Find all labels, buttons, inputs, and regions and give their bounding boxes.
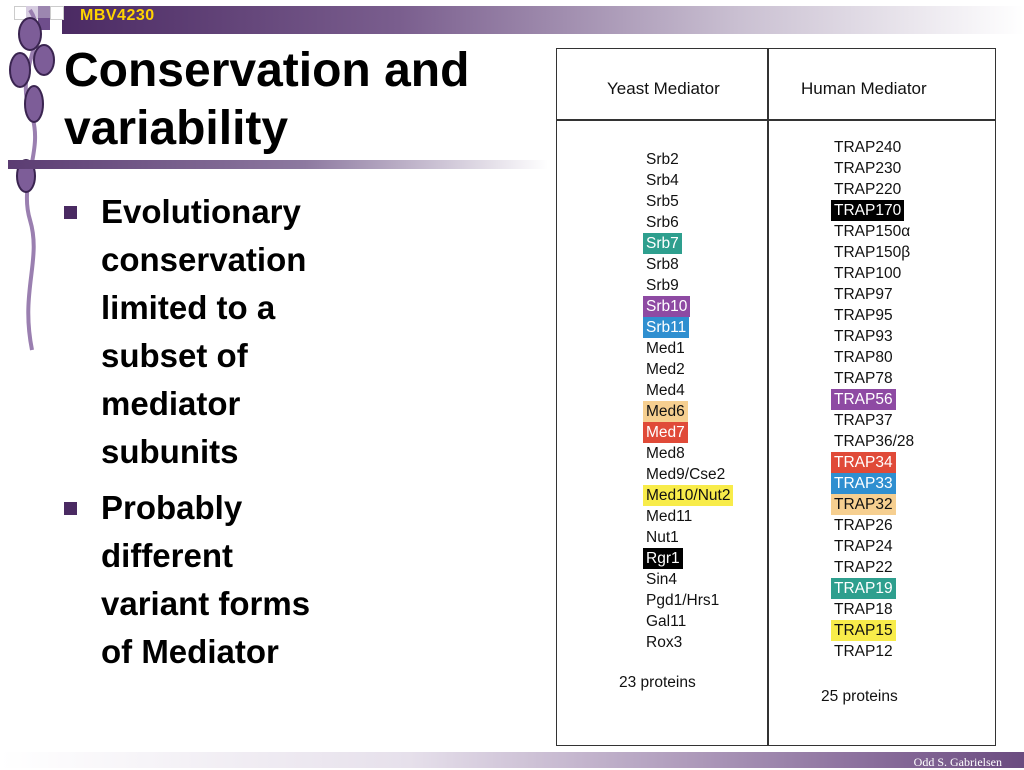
yeast-subunit: Pgd1/Hrs1 (646, 592, 720, 609)
human-subunit: TRAP93 (834, 328, 893, 345)
yeast-column: Srb2 Srb4 Srb5 Srb6 Srb7 Srb8 Srb9 Srb10 Srb11 Me… (643, 149, 734, 653)
vine-decoration (9, 8, 55, 351)
vine-leaf (33, 44, 55, 76)
yeast-subunit: Srb9 (646, 277, 679, 294)
footer-bar (0, 752, 1024, 768)
human-subunit: TRAP15 (831, 620, 896, 641)
yeast-subunit: Med9/Cse2 (646, 466, 726, 483)
vine-leaf (9, 52, 31, 88)
vine-leaf (18, 17, 42, 51)
bullet-square-icon (64, 502, 77, 515)
bullet-line: variant forms (101, 585, 311, 622)
human-subunit: TRAP24 (834, 538, 893, 555)
yeast-subunit: Srb11 (643, 317, 690, 338)
yeast-subunit: Med6 (643, 401, 688, 422)
mediator-table: Yeast Mediator Human Mediator Srb2 Srb4 Sr… (556, 48, 996, 746)
yeast-header: Yeast Mediator (607, 79, 720, 98)
yeast-subunit: Rgr1 (643, 548, 683, 569)
human-subunit: TRAP18 (834, 601, 893, 618)
bullet-item: Probably different variant forms of Medi… (62, 484, 392, 676)
human-subunit: TRAP150β (834, 244, 911, 261)
yeast-subunit: Srb6 (646, 214, 679, 231)
human-subunit: TRAP26 (834, 517, 893, 534)
decor-square (38, 6, 50, 18)
decor-square (38, 18, 50, 30)
human-subunit: TRAP240 (834, 139, 902, 156)
human-subunit: TRAP32 (831, 494, 896, 515)
yeast-subunit: Srb4 (646, 172, 679, 189)
human-subunit: TRAP33 (831, 473, 896, 494)
header-divider (557, 119, 995, 121)
human-subunit: TRAP230 (834, 160, 902, 177)
bullet-line: different (101, 537, 233, 574)
yeast-subunit: Med8 (646, 445, 685, 462)
title-line: Conservation and (64, 44, 470, 97)
bullet-line: subunits (101, 433, 239, 470)
human-header: Human Mediator (801, 79, 927, 98)
vine-leaf (24, 85, 44, 123)
bullet-line: limited to a (101, 289, 276, 326)
human-subunit: TRAP97 (834, 286, 893, 303)
column-divider (767, 49, 769, 745)
yeast-subunit: Srb8 (646, 256, 679, 273)
human-subunit: TRAP22 (834, 559, 893, 576)
bullet-line: Evolutionary (101, 193, 301, 230)
yeast-subunit: Gal11 (646, 613, 687, 630)
human-subunit: TRAP19 (831, 578, 896, 599)
author: Odd S. Gabrielsen (913, 755, 1002, 769)
mediator-figure: Yeast Mediator Human Mediator Srb2 Srb4 Sr… (548, 44, 1006, 756)
bullet-line: of Mediator (101, 633, 279, 670)
yeast-subunit: Med2 (646, 361, 685, 378)
human-subunit: TRAP56 (831, 389, 896, 410)
yeast-subunit: Med4 (646, 382, 685, 399)
title-rule (8, 160, 548, 169)
bullet-line: mediator (101, 385, 241, 422)
title-line: variability (64, 102, 289, 155)
human-count: 25 proteins (821, 688, 898, 705)
yeast-count: 23 proteins (619, 674, 696, 691)
bullet-list: Evolutionary conservation limited to a s… (62, 188, 392, 684)
yeast-subunit: Srb2 (646, 151, 679, 168)
human-subunit: TRAP170 (831, 200, 905, 221)
course-code: MBV4230 (80, 7, 155, 24)
yeast-subunit: Med10/Nut2 (643, 485, 734, 506)
human-subunit: TRAP150α (834, 223, 911, 240)
yeast-subunit: Srb7 (643, 233, 682, 254)
human-subunit: TRAP78 (834, 370, 893, 387)
human-subunit: TRAP12 (834, 643, 893, 660)
header-bar (62, 6, 1024, 34)
bullet-square-icon (64, 206, 77, 219)
human-subunit: TRAP95 (834, 307, 893, 324)
bullet-item: Evolutionary conservation limited to a s… (62, 188, 392, 476)
human-subunit: TRAP37 (834, 412, 893, 429)
human-subunit: TRAP36/28 (834, 433, 915, 450)
yeast-subunit: Rox3 (646, 634, 683, 651)
yeast-subunit: Nut1 (646, 529, 679, 546)
human-subunit: TRAP220 (834, 181, 902, 198)
bullet-line: Probably (101, 489, 243, 526)
human-column: TRAP240 TRAP230 TRAP220 TRAP170 TRAP150α TRAP… (831, 137, 917, 662)
human-subunit: TRAP80 (834, 349, 893, 366)
bullet-line: conservation (101, 241, 307, 278)
human-subunit: TRAP100 (834, 265, 902, 282)
yeast-subunit: Srb5 (646, 193, 679, 210)
yeast-subunit: Srb10 (643, 296, 691, 317)
bullet-line: subset of (101, 337, 248, 374)
slide-title: Conservation and variability (64, 42, 469, 158)
yeast-subunit: Med11 (646, 508, 693, 525)
yeast-subunit: Sin4 (646, 571, 678, 588)
decor-square (50, 6, 64, 20)
yeast-subunit: Med1 (646, 340, 685, 357)
human-subunit: TRAP34 (831, 452, 896, 473)
yeast-subunit: Med7 (643, 422, 688, 443)
